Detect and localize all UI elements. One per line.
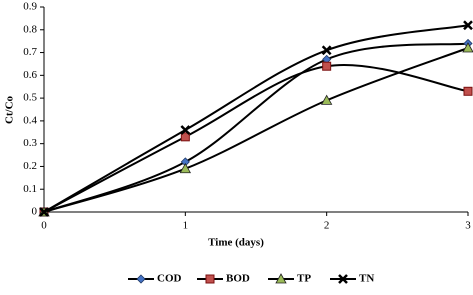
legend-label: BOD [226, 273, 250, 285]
marker [322, 61, 332, 71]
marker [179, 162, 192, 174]
legend-label: TP [297, 273, 311, 285]
marker [180, 125, 191, 135]
marker [320, 94, 333, 105]
legend-marker [136, 274, 146, 284]
legend-label: TN [359, 273, 374, 285]
y-tick-label: 0.5 [23, 92, 37, 104]
y-tick-label: 0.4 [23, 114, 37, 126]
y-tick-label: 0.9 [23, 1, 37, 13]
legend-label: COD [157, 273, 182, 285]
y-tick-label: 0.6 [23, 69, 37, 81]
series-line [43, 24, 469, 213]
y-tick-label: 0.2 [23, 160, 37, 172]
y-tick-label: 0.7 [23, 46, 37, 58]
marker [463, 86, 473, 96]
y-axis-title: Ct/Co [4, 95, 16, 124]
x-tick-label: 1 [183, 220, 189, 232]
legend-marker [338, 274, 348, 284]
marker [39, 207, 49, 217]
y-tick-label: 0.3 [23, 137, 37, 149]
marker [321, 45, 332, 56]
legend-item: COD [128, 273, 182, 285]
marker [462, 42, 473, 53]
marker [180, 132, 190, 142]
x-tick-label: 0 [41, 220, 47, 232]
series-line [43, 47, 469, 213]
x-axis-title: Time (days) [208, 237, 264, 249]
x-tick-label: 3 [465, 220, 471, 232]
y-tick-label: 0 [32, 206, 38, 218]
legend-item: BOD [197, 273, 250, 285]
legend-item: TP [268, 273, 311, 285]
series-line [43, 42, 469, 213]
legend-marker [275, 273, 287, 284]
y-tick-label: 0.8 [23, 23, 37, 35]
legend-item: TN [330, 273, 374, 285]
series-line [43, 64, 469, 213]
marker [463, 20, 473, 31]
legend-marker [205, 274, 215, 284]
y-tick-label: 0.1 [23, 183, 37, 195]
x-tick-label: 2 [324, 220, 330, 232]
